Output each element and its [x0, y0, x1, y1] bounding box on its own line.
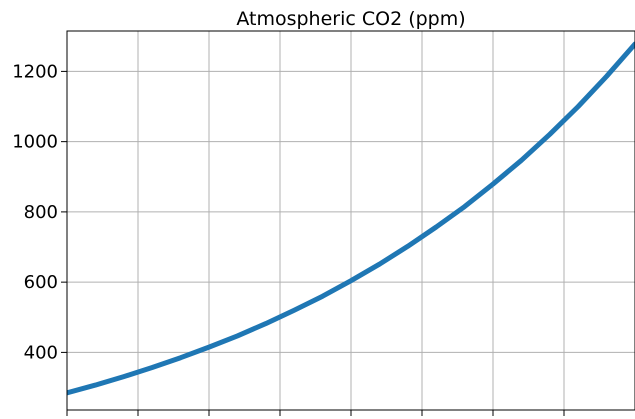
co2-series-line [67, 41, 635, 396]
axis-ticks: 400 600 800 1000 1200 [12, 61, 565, 416]
y-tick-label: 1200 [12, 61, 58, 82]
series-group [67, 41, 635, 396]
y-tick-label: 1000 [12, 132, 58, 153]
plot-frame [66, 30, 635, 411]
y-tick-label: 600 [24, 272, 58, 293]
y-tick-label: 800 [24, 202, 58, 223]
chart-title: Atmospheric CO2 (ppm) [236, 8, 465, 30]
y-tick-label: 400 [24, 342, 58, 363]
grid-lines [66, 31, 635, 410]
